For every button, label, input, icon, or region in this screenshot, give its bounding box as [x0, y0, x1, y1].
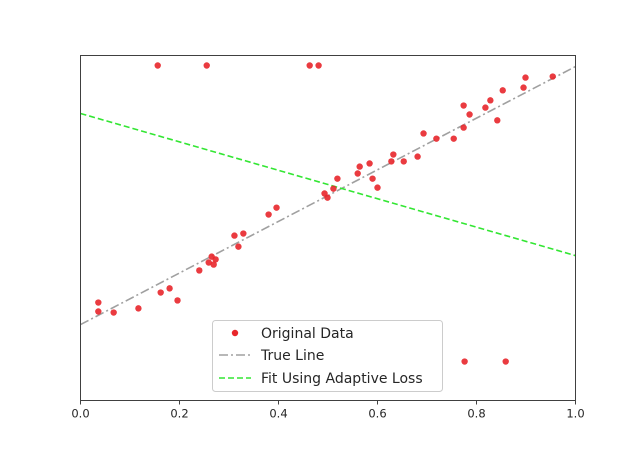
data-point — [273, 204, 280, 211]
data-point — [494, 117, 501, 124]
data-point — [110, 309, 117, 316]
data-point — [414, 153, 421, 160]
legend-label-fit-line: Fit Using Adaptive Loss — [261, 371, 423, 387]
x-tick-label: 1.0 — [566, 407, 584, 421]
data-point — [154, 62, 161, 69]
data-point — [205, 259, 212, 266]
data-point — [487, 97, 494, 104]
data-point — [135, 305, 142, 312]
data-point — [388, 158, 395, 165]
data-point — [174, 297, 181, 304]
data-point — [366, 160, 373, 167]
x-tick-label: 0.2 — [170, 407, 188, 421]
x-axis-ticks: 0.0 0.2 0.4 0.6 0.8 1.0 — [71, 400, 585, 421]
x-tick-label: 0.0 — [71, 407, 89, 421]
data-point — [522, 74, 529, 81]
data-point — [520, 84, 527, 91]
legend-marker-dot-icon — [231, 329, 239, 337]
data-point — [354, 170, 361, 177]
fit-line — [80, 112, 576, 257]
data-point — [210, 261, 217, 268]
data-point — [502, 358, 509, 365]
data-points — [95, 62, 556, 365]
data-point — [212, 256, 219, 263]
data-point — [420, 130, 427, 137]
data-point — [196, 267, 203, 274]
data-point — [549, 73, 556, 80]
data-point — [450, 135, 457, 142]
data-point — [466, 111, 473, 118]
data-point — [166, 285, 173, 292]
data-point — [157, 289, 164, 296]
data-point — [460, 102, 467, 109]
x-tick-label: 0.6 — [368, 407, 386, 421]
data-point — [95, 308, 102, 315]
data-point — [306, 62, 313, 69]
legend-label-original-data: Original Data — [261, 326, 354, 342]
data-point — [203, 62, 210, 69]
x-tick-label: 0.8 — [467, 407, 485, 421]
data-point — [330, 185, 337, 192]
plot-frame — [80, 55, 576, 401]
legend: Original Data True Line Fit Using Adapti… — [212, 320, 443, 392]
data-point — [461, 358, 468, 365]
data-point — [460, 124, 467, 131]
data-point — [400, 158, 407, 165]
data-point — [231, 232, 238, 239]
data-point — [433, 135, 440, 142]
data-point — [95, 299, 102, 306]
data-point — [390, 151, 397, 158]
legend-box — [212, 320, 443, 392]
data-point — [324, 194, 331, 201]
data-point — [499, 87, 506, 94]
legend-label-true-line: True Line — [260, 348, 324, 364]
data-point — [356, 163, 363, 170]
data-point — [235, 243, 242, 250]
data-point — [334, 175, 341, 182]
data-point — [265, 211, 272, 218]
x-tick-label: 0.4 — [269, 407, 287, 421]
data-point — [369, 175, 376, 182]
data-point — [374, 184, 381, 191]
data-point — [315, 62, 322, 69]
data-point — [482, 104, 489, 111]
data-point — [240, 230, 247, 237]
